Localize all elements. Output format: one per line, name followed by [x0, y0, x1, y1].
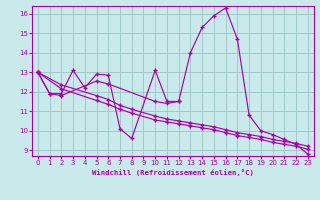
- X-axis label: Windchill (Refroidissement éolien,°C): Windchill (Refroidissement éolien,°C): [92, 169, 254, 176]
